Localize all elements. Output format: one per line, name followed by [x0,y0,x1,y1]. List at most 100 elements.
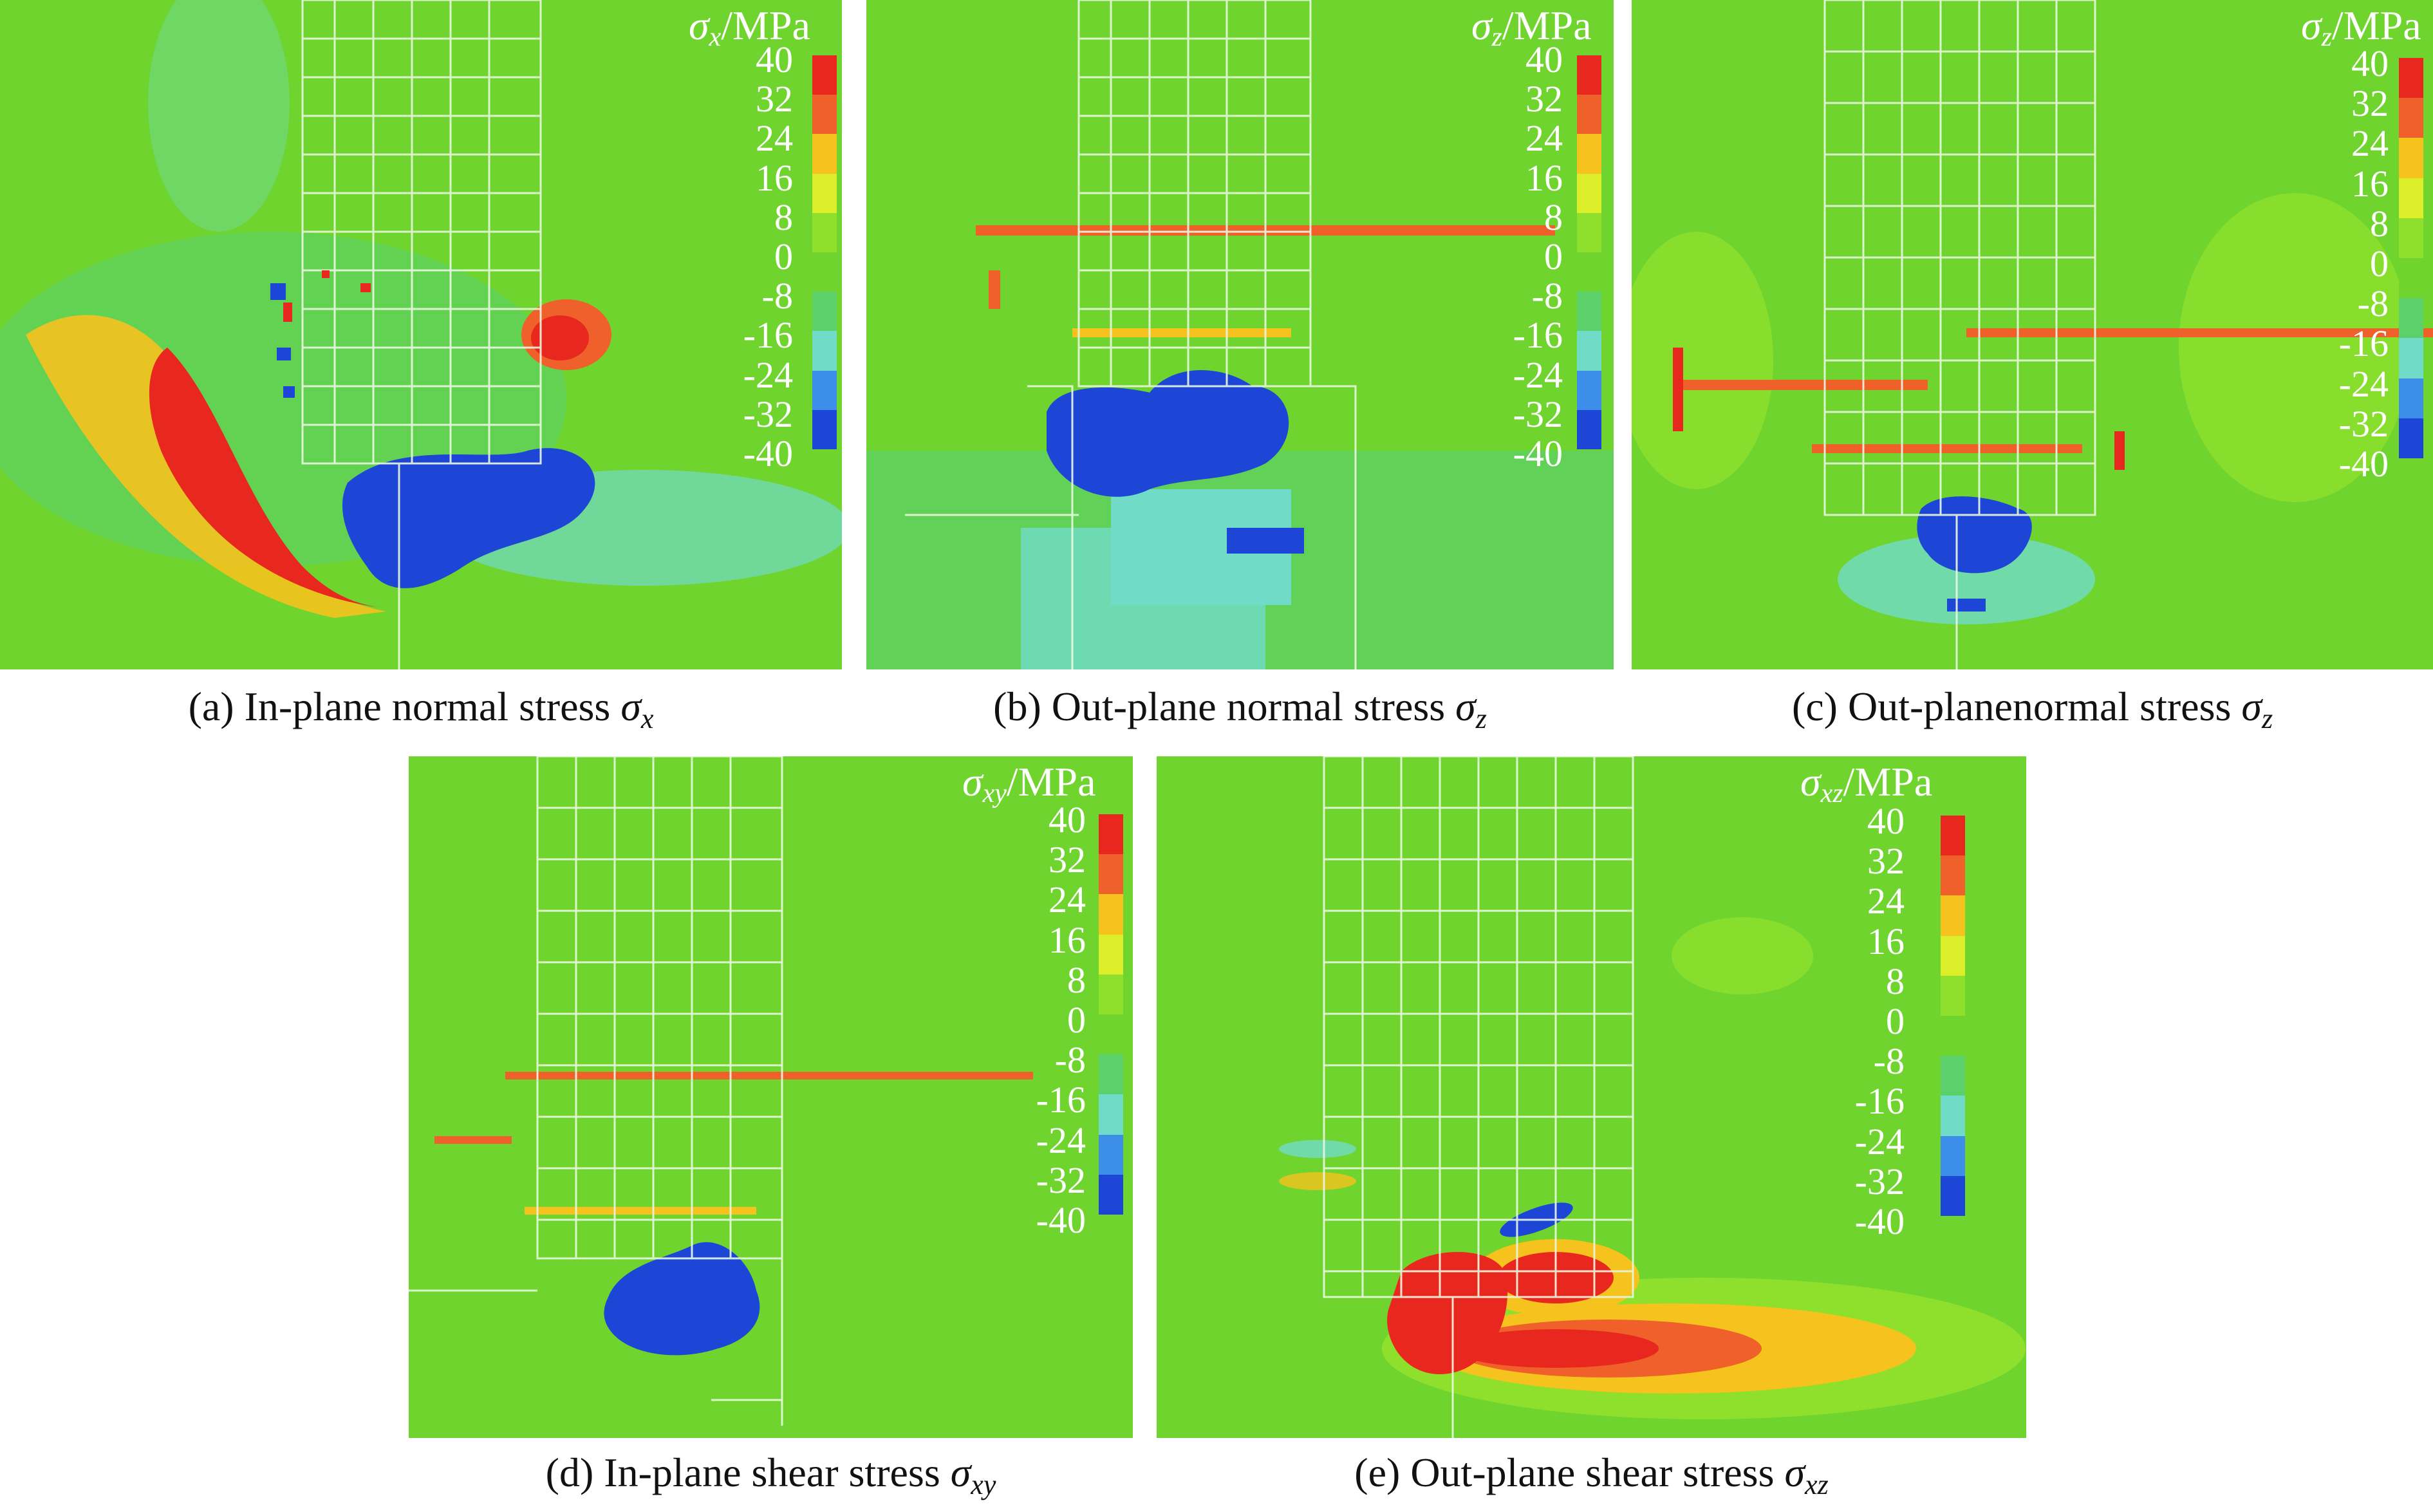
colorbar-segment [2399,138,2423,178]
colorbar-tick-label: -32 [1036,1159,1086,1201]
colorbar-segment [1577,173,1601,213]
colorbar-segment [1941,1135,1965,1176]
colorbar-a [812,55,837,449]
colorbar-tick-label: 16 [1867,920,1905,962]
caption-c: (c) Out-planenormal stress σz [1791,684,2273,734]
colorbar-segment [812,370,837,410]
colorbar-segment [1941,1175,1965,1216]
colorbar-segment [1577,292,1601,331]
stress-field-d [409,756,1033,1426]
caption-b: (b) Out-plane normal stress σz [993,684,1487,734]
panel-d-stress-map: σxy/MPa 40 32 24 16 8 0 -8 -16 -24 -32 -40 [409,756,1133,1438]
colorbar-tick-label: 16 [1049,919,1086,961]
colorbar-segment [1099,1174,1123,1215]
colorbar-tick-label: -40 [1513,433,1563,474]
colorbar-tick-label: 32 [1525,78,1563,120]
colorbar-tick-label: -16 [743,314,793,357]
colorbar-tick-label: -40 [1854,1200,1905,1242]
colorbar-tick-label: 8 [774,196,793,238]
colorbar-tick-label: -16 [1854,1080,1905,1123]
colorbar-tick-label: -40 [743,433,793,474]
colorbar-b [1577,55,1601,449]
colorbar-segment [1099,1014,1123,1055]
colorbar-tick-label: 32 [1049,839,1086,881]
colorbar-segment [1577,370,1601,410]
colorbar-tick-label: 8 [2370,202,2389,245]
colorbar-segment [1099,854,1123,895]
colorbar-tick-label: 0 [2370,243,2389,285]
colorbar-segment [812,173,837,213]
colorbar-segment [1099,974,1123,1014]
colorbar-title-b: σz/MPa [1471,3,1592,53]
panel-b-stress-map: σz/MPa 40 32 24 16 8 0 -8 -16 -24 -32 -40 [866,0,1614,669]
panel-a-stress-map: σx/MPa 40 32 24 16 8 0 -8 -16 -24 -32 -40 [0,0,842,669]
panel-c-stress-map: σz/MPa 40 32 24 16 8 0 -8 -16 -24 -32 -40 [1632,0,2433,669]
colorbar-segment [812,331,837,371]
colorbar-tick-label: 24 [1525,117,1563,160]
colorbar-tick-label: 32 [2351,82,2389,125]
colorbar-c [2399,58,2423,458]
colorbar-e [1941,816,1965,1216]
colorbar-tick-label: -24 [1036,1119,1086,1161]
colorbar-tick-label: 16 [1525,156,1563,199]
colorbar-tick-label: 16 [756,156,793,199]
colorbar-tick-label: -16 [1513,314,1563,357]
colorbar-tick-label: 40 [1867,800,1905,842]
colorbar-tick-label: -8 [761,275,793,317]
colorbar-segment [1099,1094,1123,1135]
colorbar-segment [1099,1134,1123,1175]
colorbar-tick-label: 16 [2351,162,2389,205]
colorbar-segment [1941,1056,1965,1096]
colorbar-d [1099,814,1123,1215]
colorbar-segment [1099,1054,1123,1095]
colorbar-segment [812,212,837,252]
colorbar-title-c: σz/MPa [2301,3,2421,53]
colorbar-segment [2399,58,2423,98]
colorbar-segment [1941,935,1965,976]
stress-field-e [1279,756,2026,1438]
colorbar-tick-label: 0 [1886,1000,1905,1042]
colorbar-segment [1941,1015,1965,1056]
colorbar-segment [1577,95,1601,135]
colorbar-tick-label: -24 [1854,1120,1905,1162]
colorbar-segment [2399,418,2423,458]
colorbar-segment [2399,378,2423,418]
colorbar-title-e: σxz/MPa [1800,759,1933,809]
caption-d: (d) In-plane shear stress σxy [545,1450,996,1500]
colorbar-segment [1577,134,1601,174]
stress-field-c [1632,0,2433,669]
colorbar-tick-label: 40 [756,39,793,80]
colorbar-tick-label: -40 [1036,1199,1086,1241]
colorbar-segment [1577,212,1601,252]
colorbar-segment [1941,895,1965,936]
colorbar-segment [812,409,837,449]
colorbar-segment [1577,252,1601,292]
colorbar-segment [812,292,837,331]
colorbar-segment [2399,178,2423,218]
stress-field-a [0,0,842,669]
colorbar-tick-label: -24 [2338,362,2389,405]
colorbar-tick-label: 32 [1867,840,1905,882]
colorbar-segment [812,252,837,292]
colorbar-tick-label: -16 [1036,1079,1086,1121]
colorbar-tick-label: 24 [1049,879,1086,921]
colorbar-segment [2399,257,2423,299]
colorbar-tick-label: -32 [2338,402,2389,445]
colorbar-segment [1941,816,1965,856]
colorbar-tick-label: -32 [1854,1160,1905,1202]
colorbar-segment [1941,975,1965,1016]
caption-a: (a) In-plane normal stress σx [188,684,654,734]
colorbar-tick-label: 8 [1886,960,1905,1002]
colorbar-tick-label: -8 [1054,1039,1086,1081]
colorbar-tick-label: 40 [2351,42,2389,84]
colorbar-tick-label: -8 [1873,1040,1905,1083]
colorbar-segment [1941,1096,1965,1136]
colorbar-tick-label: 0 [1067,999,1086,1041]
colorbar-tick-label: 0 [1544,236,1563,277]
colorbar-tick-label: 8 [1544,196,1563,238]
colorbar-segment [2399,98,2423,138]
caption-e: (e) Out-plane shear stress σxz [1354,1450,1829,1500]
colorbar-tick-label: -32 [1513,393,1563,435]
colorbar-tick-label: -16 [2338,322,2389,365]
colorbar-segment [1577,55,1601,95]
